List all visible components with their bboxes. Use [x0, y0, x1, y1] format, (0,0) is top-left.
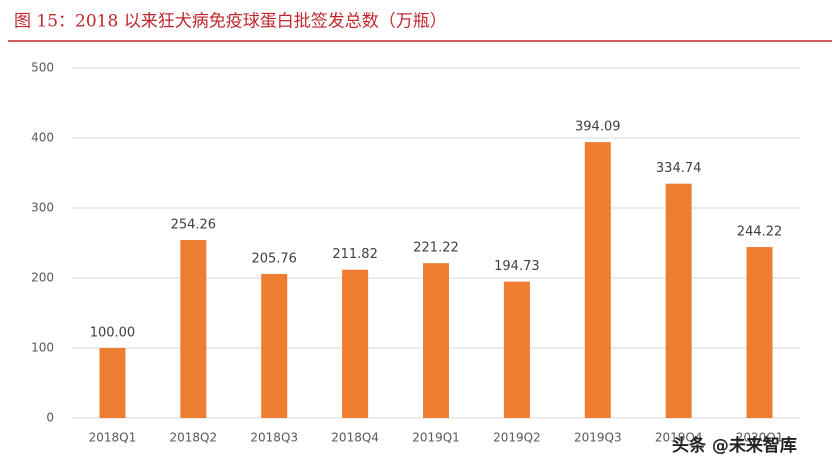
- value-label: 394.09: [575, 120, 621, 135]
- x-tick-label: 2018Q3: [250, 431, 298, 445]
- x-tick-label: 2018Q2: [170, 431, 218, 445]
- value-label: 254.26: [171, 218, 217, 233]
- x-tick-label: 2019Q3: [574, 431, 622, 445]
- y-tick-label: 200: [31, 271, 54, 285]
- bar: [665, 183, 692, 418]
- x-tick-label: 2018Q4: [331, 431, 379, 445]
- value-label: 221.22: [413, 241, 459, 256]
- value-label: 211.82: [332, 247, 378, 262]
- bar: [180, 240, 207, 418]
- x-tick-label: 2020Q1: [736, 431, 784, 445]
- value-label: 100.00: [90, 326, 136, 341]
- bar: [342, 269, 369, 418]
- x-tick-label: 2019Q2: [493, 431, 541, 445]
- bar: [423, 263, 449, 418]
- value-label: 244.22: [737, 225, 783, 240]
- bar: [99, 348, 126, 418]
- value-label: 205.76: [251, 251, 297, 266]
- y-tick-label: 0: [46, 411, 54, 425]
- chart-title: 图 15：2018 以来狂犬病免疫球蛋白批签发总数（万瓶）: [14, 12, 447, 32]
- y-tick-label: 100: [31, 341, 54, 355]
- y-tick-label: 300: [31, 201, 54, 215]
- value-label: 334.74: [656, 161, 702, 176]
- x-tick-label: 2018Q1: [89, 431, 137, 445]
- watermark: 头条 @未来智库: [672, 435, 797, 456]
- value-label: 194.73: [494, 259, 540, 274]
- bar: [261, 273, 288, 418]
- x-tick-label: 2019Q4: [655, 431, 703, 445]
- bar: [746, 247, 773, 418]
- y-tick-label: 500: [31, 61, 54, 75]
- bar: [503, 281, 530, 418]
- x-tick-label: 2019Q1: [412, 431, 460, 445]
- y-tick-label: 400: [31, 131, 54, 145]
- bar: [584, 142, 611, 418]
